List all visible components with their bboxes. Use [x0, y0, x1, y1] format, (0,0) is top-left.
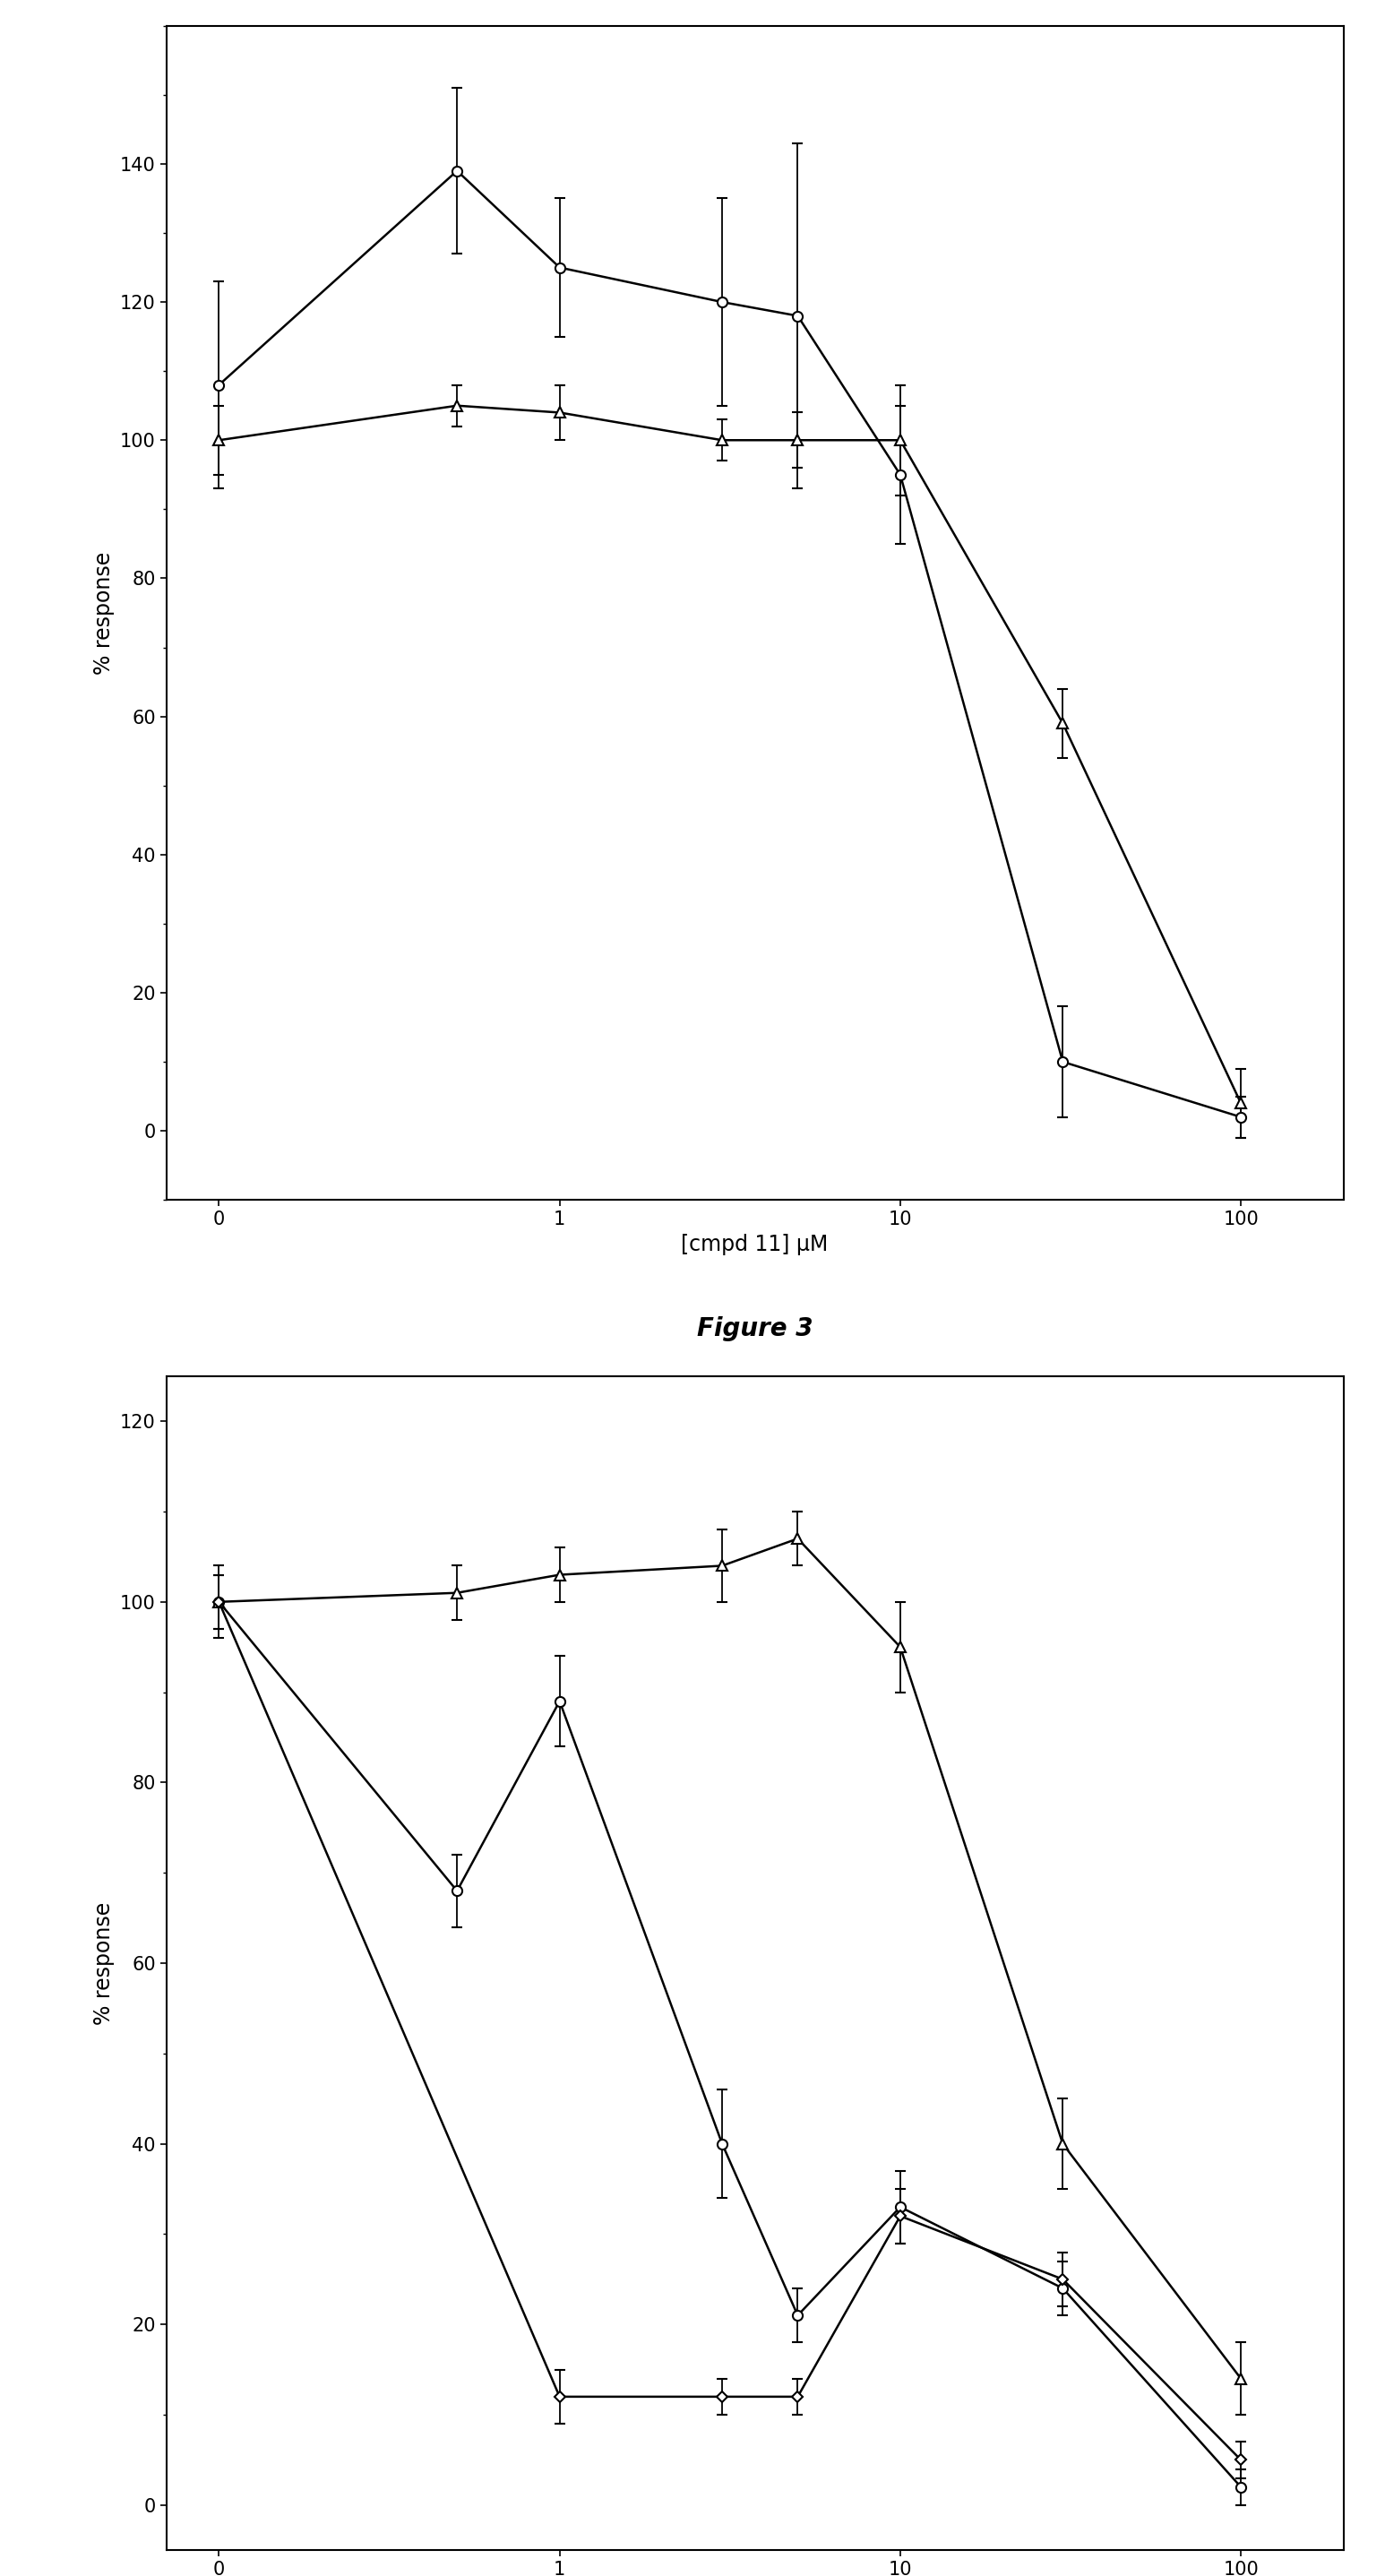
Y-axis label: % response: % response	[94, 551, 115, 675]
X-axis label: [cmpd 11] μM: [cmpd 11] μM	[681, 1234, 828, 1255]
Y-axis label: % response: % response	[94, 1901, 115, 2025]
Text: Figure 3: Figure 3	[697, 1316, 813, 1342]
